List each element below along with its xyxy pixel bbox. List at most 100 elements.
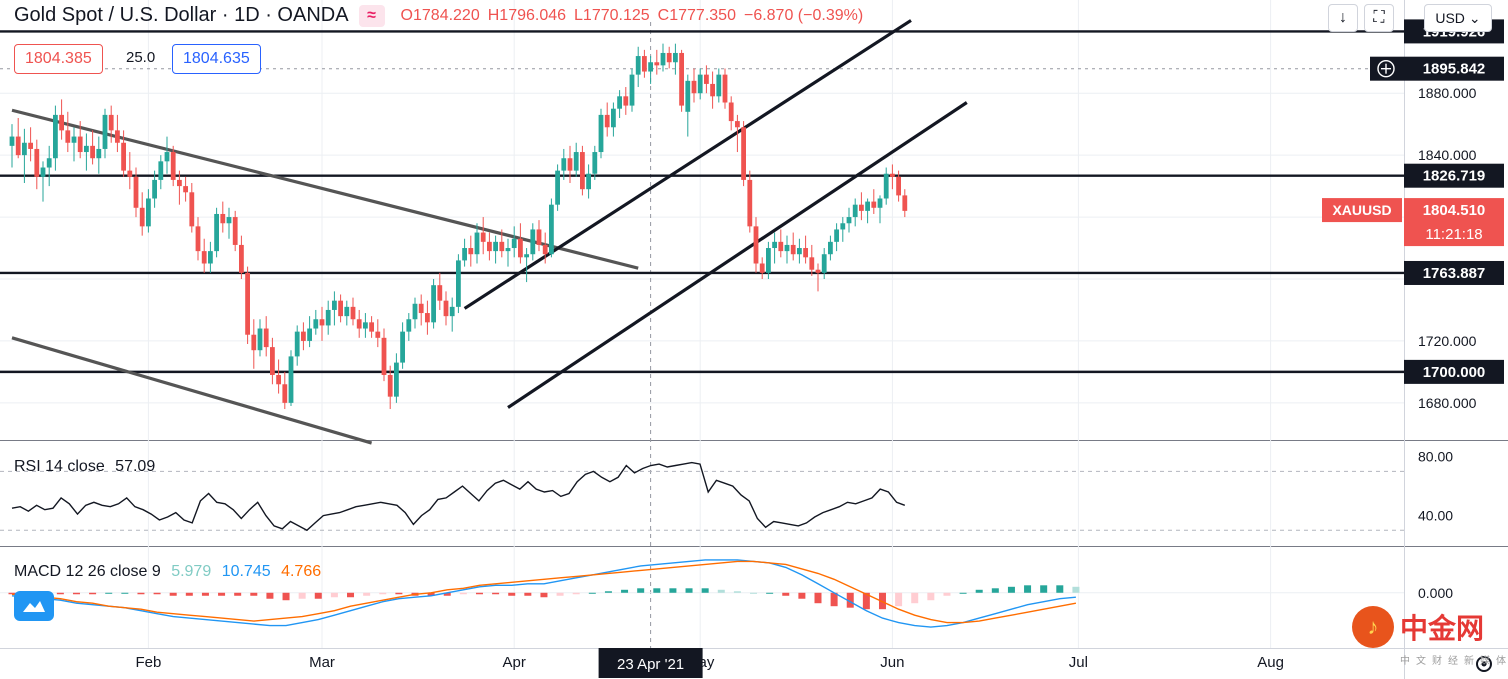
macd-bar	[572, 592, 580, 595]
candle-body	[592, 152, 598, 174]
watermark: ♪ 中金网 中文财经新媒体	[1352, 606, 1506, 667]
candle-body	[245, 272, 250, 335]
candle-body	[871, 201, 877, 208]
candle-body	[629, 74, 635, 106]
candle-body	[189, 192, 195, 227]
macd-bar	[733, 591, 741, 593]
candle-body	[654, 62, 660, 66]
candle-body	[369, 322, 374, 332]
rsi-title: RSI 14 close	[14, 458, 105, 475]
rsi-legend[interactable]: RSI 14 close 57.09	[14, 458, 155, 476]
candle-body	[877, 198, 883, 208]
candle-body	[400, 331, 405, 363]
candle-body	[753, 226, 759, 264]
candle-body	[499, 241, 505, 252]
chevron-down-icon: ⌄	[1468, 9, 1481, 26]
macd-bar	[604, 591, 612, 593]
candle-body	[226, 217, 232, 224]
rsi-tick-80: 80.00	[1418, 449, 1453, 465]
candle-body	[561, 158, 567, 171]
macd-bar	[105, 592, 113, 594]
level-price-label: 1763.887	[1423, 265, 1486, 282]
macd-bar	[492, 592, 500, 595]
level-price-tag	[1404, 260, 1504, 285]
macd-bar	[991, 588, 999, 593]
macd-bar	[443, 592, 451, 596]
candle-body	[164, 152, 170, 162]
candle-body	[567, 158, 573, 171]
candle-body	[214, 213, 219, 252]
candle-body	[375, 331, 381, 338]
macd-value: 10.745	[221, 563, 271, 580]
buy-button[interactable]: 1804.635	[172, 44, 261, 74]
macd-bar	[1040, 585, 1048, 593]
candle-body	[518, 238, 523, 258]
fullscreen-icon[interactable]: ⛶	[1364, 4, 1394, 32]
candle-body	[846, 217, 852, 224]
macd-bar	[766, 592, 774, 594]
candle-body	[276, 374, 281, 385]
macd-bar	[895, 592, 903, 607]
candle-body	[251, 334, 257, 351]
candle-body	[809, 257, 815, 270]
candle-body	[40, 167, 46, 177]
macd-bar	[201, 592, 209, 596]
countdown-label: 11:21:18	[1425, 226, 1482, 243]
candle-body	[325, 309, 331, 326]
ohlc-readout: O1784.220 H1796.046 L1770.125 C1777.350 …	[401, 7, 864, 25]
macd-bar	[379, 592, 387, 595]
indicators-icon[interactable]: ≈	[358, 4, 385, 27]
candle-body	[784, 244, 790, 252]
candle-body	[555, 170, 560, 205]
rsi-line	[11, 461, 906, 532]
candle-body	[282, 384, 288, 403]
macd-bar	[556, 592, 564, 596]
candle-body	[208, 251, 213, 264]
candle-body	[344, 306, 350, 317]
macd-bar	[798, 592, 806, 599]
macd-bar	[669, 588, 677, 593]
candle-body	[449, 306, 455, 317]
candle-body	[177, 179, 182, 187]
candle-body	[356, 319, 362, 329]
macd-bar	[524, 592, 532, 596]
candle-body	[90, 145, 95, 159]
candle-body	[53, 114, 58, 159]
candle-body	[511, 238, 517, 249]
chart-header: Gold Spot / U.S. Dollar · 1D · OANDA ≈ O…	[14, 4, 863, 27]
candle-body	[301, 331, 306, 341]
tradingview-logo[interactable]	[14, 591, 54, 621]
currency-select[interactable]: USD ⌄	[1424, 4, 1492, 32]
open-value: O1784.220	[400, 6, 480, 24]
macd-bar	[89, 592, 97, 595]
macd-legend[interactable]: MACD 12 26 close 9 5.979 10.745 4.766	[14, 563, 321, 581]
price-tick-1880: 1880.000	[1418, 85, 1477, 101]
close-value: C1777.350	[657, 6, 736, 24]
candle-body	[852, 204, 858, 218]
macd-bar	[56, 592, 64, 595]
macd-bar	[185, 592, 193, 596]
symbol-title[interactable]: Gold Spot / U.S. Dollar · 1D · OANDA	[14, 4, 349, 26]
watermark-coin-icon: ♪	[1352, 606, 1394, 648]
macd-bar	[750, 592, 758, 594]
candle-body	[741, 127, 746, 180]
candle-body	[673, 52, 678, 63]
macd-histogram	[8, 585, 1080, 610]
macd-bar	[588, 592, 596, 594]
macd-bar	[121, 592, 129, 594]
candle-body	[121, 142, 126, 171]
candle-body	[691, 80, 697, 94]
candle-body	[77, 136, 83, 153]
arrow-down-icon[interactable]: ↓	[1328, 4, 1358, 32]
macd-tick-0: 0.000	[1418, 585, 1453, 601]
candle-body	[580, 152, 585, 190]
candle-body	[505, 248, 511, 252]
sell-button[interactable]: 1804.385	[14, 44, 103, 74]
trendline-channel-lower	[507, 101, 968, 409]
candle-body	[139, 207, 145, 227]
watermark-name: 中金网	[1400, 613, 1485, 644]
candle-body	[759, 263, 765, 273]
macd-bar	[427, 592, 435, 596]
candle-body	[437, 285, 443, 301]
